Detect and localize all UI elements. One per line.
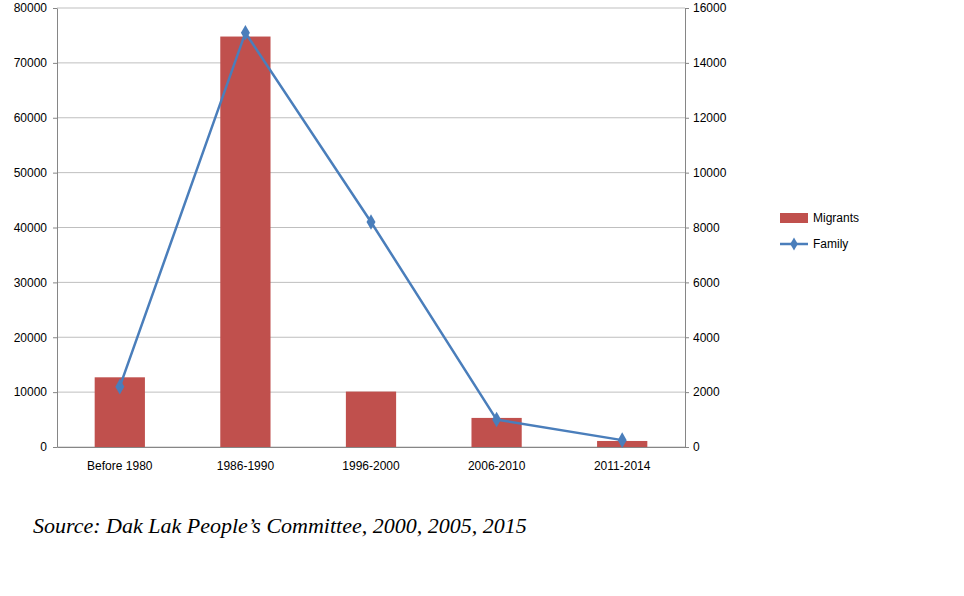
grid-line <box>57 117 685 118</box>
tick: 4000 <box>685 331 720 345</box>
tick-label: 0 <box>40 440 47 454</box>
tick-label: 1996-2000 <box>342 459 400 473</box>
tick: 2011-2014 <box>594 447 651 473</box>
marker <box>618 432 627 448</box>
grid-line <box>57 8 685 9</box>
tick-label: 14000 <box>693 56 727 70</box>
tick-mark <box>685 173 689 174</box>
legend-marker <box>790 237 798 250</box>
tick: 70000 <box>14 56 57 70</box>
tick: 0 <box>685 440 700 454</box>
plot: 0100002000030000400005000060000700008000… <box>14 1 727 472</box>
tick-label: 10000 <box>693 166 727 180</box>
tick-label: 60000 <box>14 111 48 125</box>
tick-label: 2000 <box>693 385 720 399</box>
tick-mark <box>53 447 57 448</box>
tick-mark <box>53 392 57 393</box>
legend-swatch <box>780 213 808 223</box>
tick: 80000 <box>14 1 57 15</box>
tick: 14000 <box>685 56 727 70</box>
tick: 16000 <box>685 1 727 15</box>
tick-label: 0 <box>693 440 700 454</box>
tick-label: 6000 <box>693 276 720 290</box>
tick-mark <box>685 392 689 393</box>
chart: 0100002000030000400005000060000700008000… <box>0 0 964 596</box>
tick-label: 50000 <box>14 166 48 180</box>
marker <box>115 379 124 395</box>
tick: 10000 <box>685 166 727 180</box>
tick-label: 4000 <box>693 331 720 345</box>
grid-line <box>57 337 685 338</box>
tick-mark <box>53 173 57 174</box>
grid <box>57 8 685 447</box>
tick-label: 20000 <box>14 331 48 345</box>
x-axis: Before 1980 1986-1990 1996-2000 2006-2010 20… <box>58 447 686 473</box>
tick-label: 30000 <box>14 276 48 290</box>
tick: 50000 <box>14 166 57 180</box>
legend-item: Family <box>780 237 848 251</box>
tick-label: 12000 <box>693 111 727 125</box>
grid-line <box>57 172 685 173</box>
tick-label: Before 1980 <box>87 459 153 473</box>
bar <box>220 37 270 447</box>
bar <box>95 377 145 447</box>
tick: 40000 <box>14 221 57 235</box>
marks <box>95 25 648 448</box>
marker <box>367 214 376 230</box>
tick-mark <box>685 63 689 64</box>
bar <box>346 392 396 447</box>
tick-mark <box>53 8 57 9</box>
tick: 8000 <box>685 221 720 235</box>
marker <box>492 412 501 428</box>
tick-label: 8000 <box>693 221 720 235</box>
tick-mark <box>53 337 57 338</box>
tick-mark <box>685 282 689 283</box>
grid-line <box>57 62 685 63</box>
tick: 30000 <box>14 276 57 290</box>
tick-label: 1986-1990 <box>217 459 275 473</box>
tick-mark <box>53 228 57 229</box>
tick-mark <box>685 337 689 338</box>
tick: Before 1980 <box>87 447 153 473</box>
tick-label: 2011-2014 <box>594 459 651 473</box>
tick: 1986-1990 <box>217 447 275 473</box>
tick-mark <box>53 282 57 283</box>
legend-item: Migrants <box>780 211 859 225</box>
axis-line <box>57 9 58 448</box>
tick-label: 70000 <box>14 56 48 70</box>
tick: 10000 <box>14 385 57 399</box>
annotation: Source: Dak Lak People’s Committee, 2000… <box>33 513 527 538</box>
tick: 2006-2010 <box>468 447 526 473</box>
tick-mark <box>685 8 689 9</box>
tick-label: 2006-2010 <box>468 459 526 473</box>
legend-label: Family <box>813 237 848 251</box>
tick-label: 16000 <box>693 1 727 15</box>
marker <box>241 25 250 41</box>
axis-line <box>58 447 686 448</box>
tick-mark <box>685 447 689 448</box>
tick: 12000 <box>685 111 727 125</box>
tick-mark <box>685 118 689 119</box>
y-axis: 0 10000 20000 30000 40000 50000 60000 70000 8000… <box>14 1 58 454</box>
tick-label: 40000 <box>14 221 48 235</box>
legend-label: Migrants <box>813 211 859 225</box>
tick: 6000 <box>685 276 720 290</box>
y2-axis: 0 2000 4000 6000 8000 10000 12000 14000 16000 <box>685 1 727 454</box>
tick: 1996-2000 <box>342 447 400 473</box>
tick-mark <box>53 118 57 119</box>
tick-label: 80000 <box>14 1 48 15</box>
tick: 20000 <box>14 331 57 345</box>
tick: 2000 <box>685 385 720 399</box>
tick-mark <box>685 228 689 229</box>
grid-line <box>57 282 685 283</box>
line <box>120 33 622 440</box>
legend: Migrants Family <box>780 211 859 251</box>
tick-mark <box>53 63 57 64</box>
tick: 60000 <box>14 111 57 125</box>
tick: 0 <box>40 440 57 454</box>
tick-label: 10000 <box>14 385 48 399</box>
